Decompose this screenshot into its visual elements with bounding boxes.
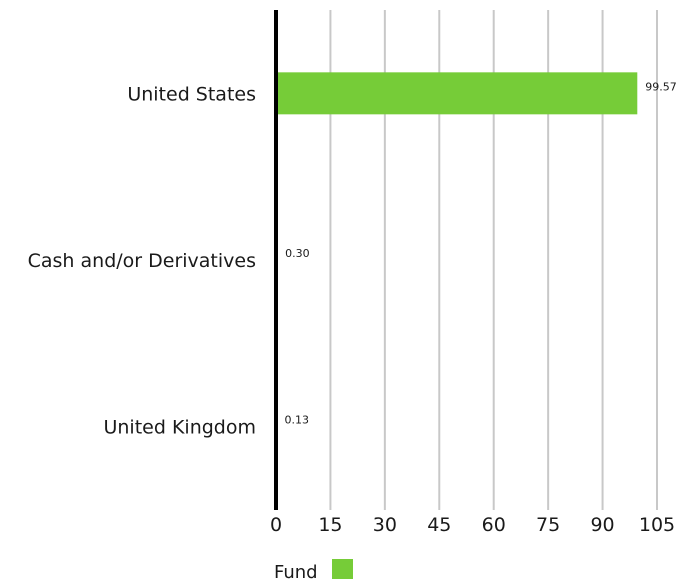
x-tick-labels: 0 15 30 45 60 75 90 105 — [270, 514, 675, 536]
x-tick-label: 0 — [270, 514, 282, 536]
data-labels: 99.57 0.30 0.13 — [284, 80, 676, 426]
data-label: 0.30 — [285, 247, 310, 260]
x-tick-label: 45 — [427, 514, 451, 536]
bar — [276, 72, 638, 115]
x-tick-label: 90 — [590, 514, 614, 536]
x-tick-label: 105 — [639, 514, 675, 536]
x-tick-label: 75 — [536, 514, 560, 536]
x-tick-label: 60 — [482, 514, 506, 536]
legend-swatch-fund — [332, 559, 353, 579]
category-label: Cash and/or Derivatives — [28, 250, 256, 272]
data-label: 0.13 — [284, 414, 309, 427]
category-label: United Kingdom — [103, 417, 256, 439]
category-labels: United States Cash and/or Derivatives Unit… — [28, 83, 256, 438]
x-tick-label: 30 — [373, 514, 397, 536]
category-label: United States — [127, 83, 256, 105]
data-label: 99.57 — [645, 80, 677, 93]
legend-label-fund: Fund — [274, 562, 318, 580]
legend: Fund — [274, 559, 353, 580]
x-tick-label: 15 — [318, 514, 342, 536]
